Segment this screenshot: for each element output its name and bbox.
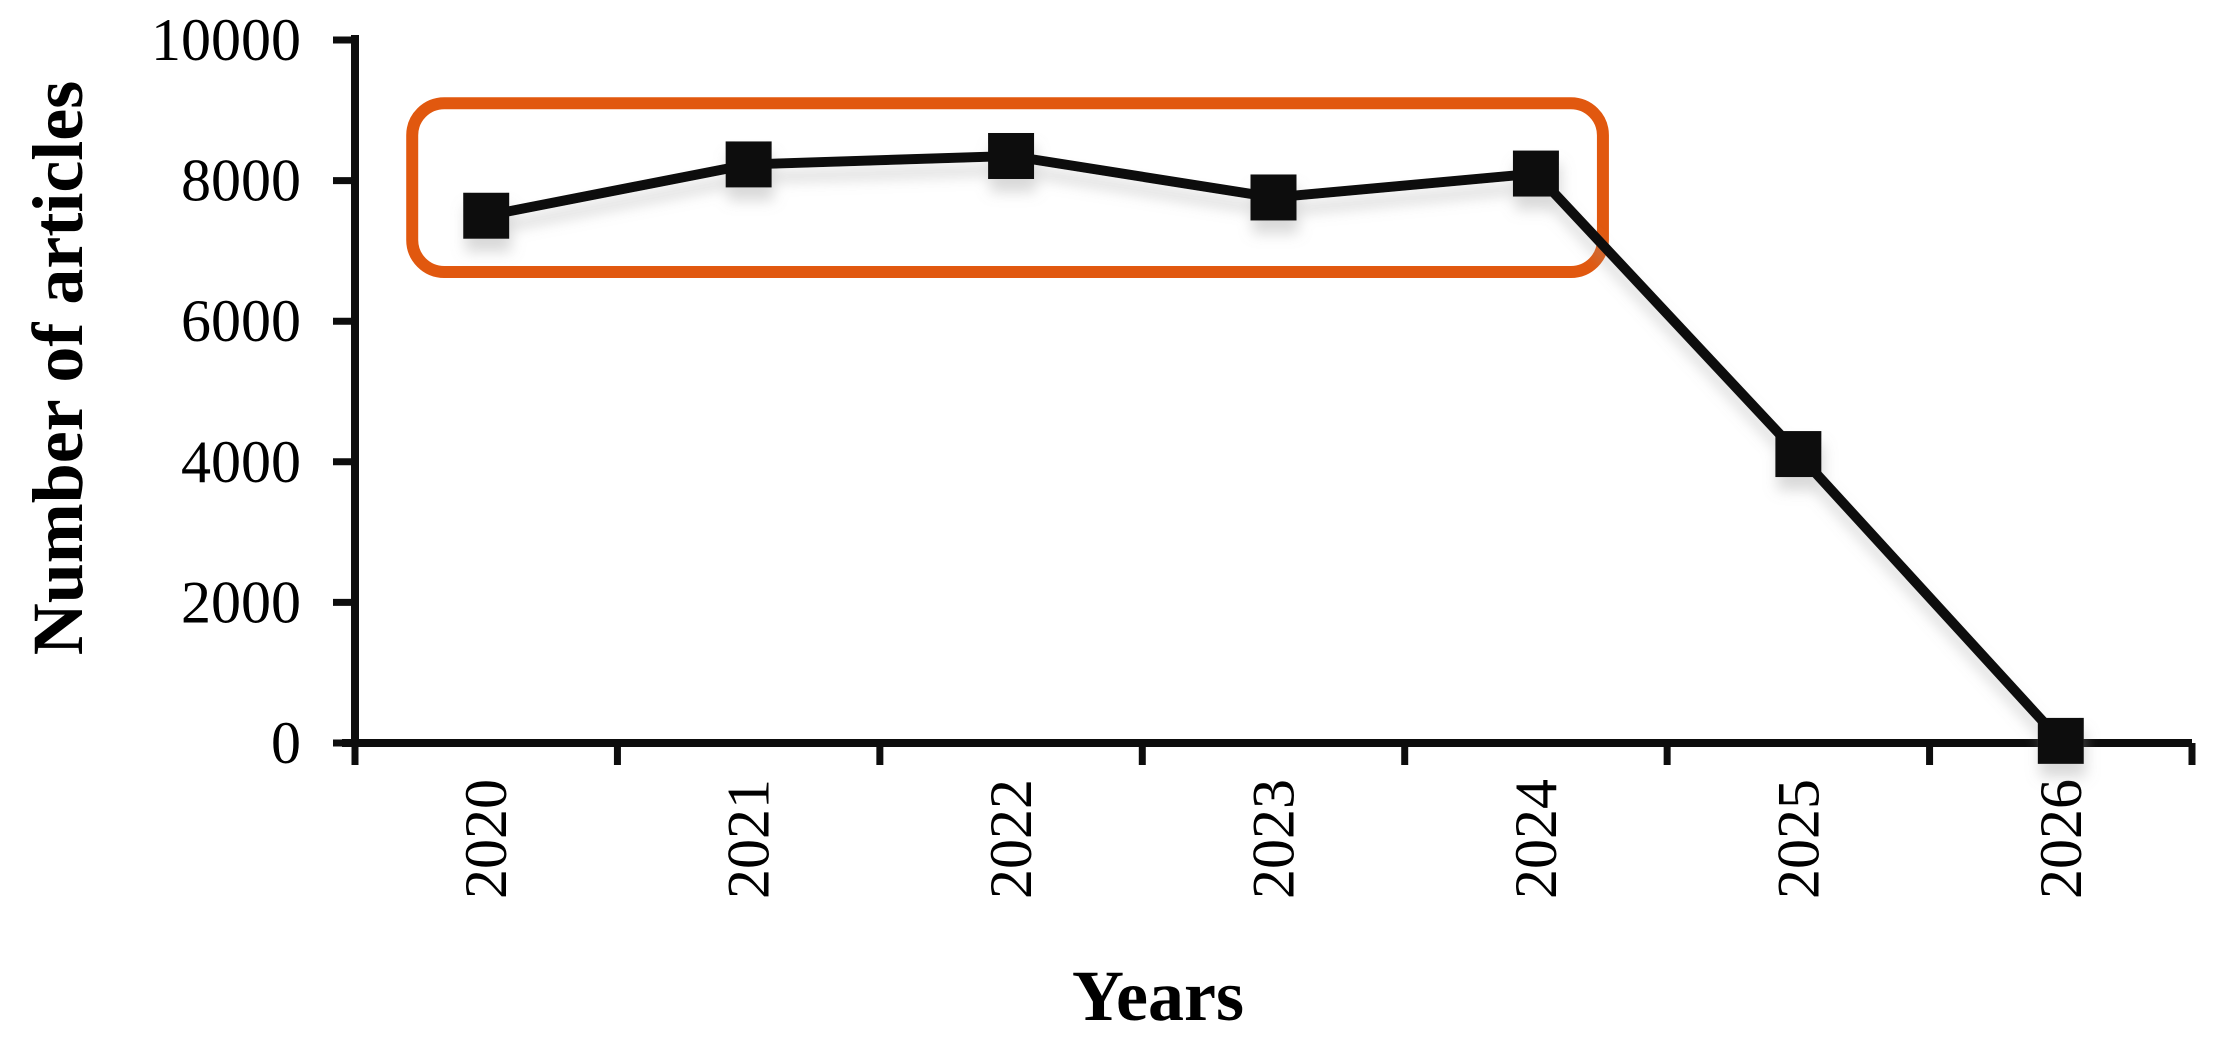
chart-generated-layer: 0 2000 4000 6000 8000 10000 2020 2021 2022 2023 20… (151, 7, 2196, 899)
series-line (485, 150, 2065, 745)
data-point-marker (1250, 174, 1297, 221)
data-point-marker (1512, 150, 1559, 197)
y-tick-label: 6000 (181, 288, 301, 354)
y-tick-label: 8000 (181, 148, 301, 214)
x-tick-label: 2025 (1765, 779, 1831, 899)
y-tick-label: 10000 (151, 7, 301, 73)
x-tick-label: 2021 (716, 779, 782, 899)
data-point-marker (725, 141, 772, 188)
x-tick-label: 2020 (453, 779, 519, 899)
x-tick-label: 2024 (1503, 779, 1569, 899)
y-axis-title: Number of articles (18, 81, 98, 656)
data-point-marker (988, 132, 1035, 179)
y-tick-label: 4000 (181, 429, 301, 495)
y-tick-label: 2000 (181, 569, 301, 635)
data-point-marker (2037, 717, 2084, 764)
series-group (463, 132, 2084, 764)
x-tick-label: 2022 (978, 779, 1044, 899)
data-point-marker (1775, 431, 1822, 478)
data-point-marker (463, 192, 510, 239)
x-axis-title: Years (1072, 956, 1244, 1036)
x-tick-label: 2023 (1241, 779, 1307, 899)
y-tick-label: 0 (271, 710, 301, 776)
highlight-box (406, 97, 1609, 278)
x-tick-label: 2026 (2028, 779, 2094, 899)
